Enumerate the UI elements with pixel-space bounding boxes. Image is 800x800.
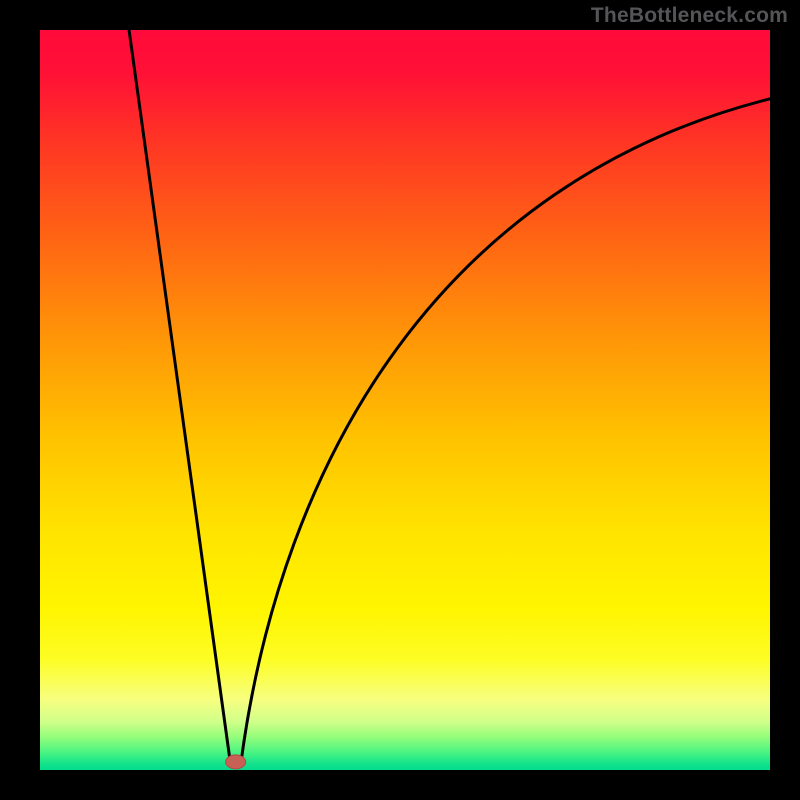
watermark-text: TheBottleneck.com	[591, 4, 788, 28]
optimal-point-marker	[226, 755, 246, 769]
chart-gradient-area	[40, 30, 770, 770]
bottleneck-chart	[0, 0, 800, 800]
chart-stage: TheBottleneck.com	[0, 0, 800, 800]
